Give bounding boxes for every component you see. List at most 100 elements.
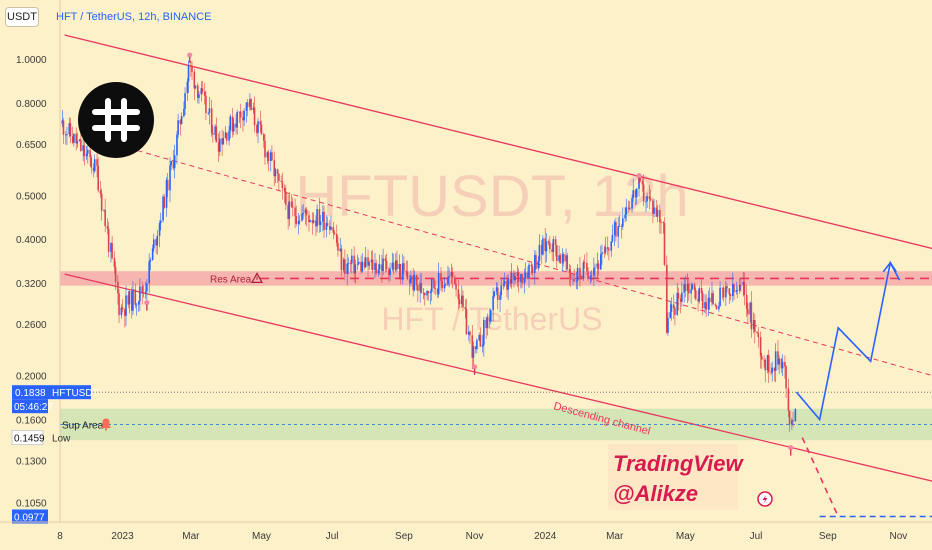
candle — [770, 372, 772, 373]
candle — [414, 275, 416, 290]
candle — [191, 67, 193, 72]
candle — [671, 304, 673, 311]
candle — [619, 226, 621, 227]
candle — [277, 169, 279, 174]
candle — [250, 99, 252, 110]
candle — [768, 355, 770, 372]
candle — [233, 124, 235, 132]
candle — [211, 108, 213, 133]
brand-line-1: TradingView — [613, 451, 744, 476]
candle — [586, 263, 588, 271]
candle — [118, 293, 120, 315]
candle — [632, 190, 634, 198]
candle — [361, 262, 363, 272]
candle — [125, 295, 127, 315]
candle — [372, 260, 374, 270]
candle — [188, 66, 190, 82]
time-scale[interactable]: 8 2023 Mar May Jul Sep Nov 2024 Mar May Jul Sep Nov — [57, 531, 907, 542]
candle — [570, 273, 572, 279]
candle — [756, 332, 758, 333]
candle — [500, 286, 502, 295]
candle — [646, 196, 648, 201]
candle — [357, 264, 359, 265]
candle — [674, 308, 676, 315]
candle — [663, 222, 665, 223]
candle — [605, 247, 607, 253]
candle — [657, 210, 659, 217]
watermark-sub: HFT / TetherUS — [381, 301, 602, 337]
candle — [469, 332, 471, 336]
candle — [555, 239, 557, 245]
price-tick-label: 0.1300 — [16, 456, 47, 467]
candle — [375, 263, 377, 273]
candle — [111, 243, 113, 258]
candle — [681, 293, 683, 302]
candle — [122, 308, 124, 310]
candle — [139, 286, 141, 301]
low-label: Low — [52, 434, 71, 445]
candle — [247, 102, 249, 107]
candle — [115, 267, 117, 282]
candle — [70, 123, 72, 136]
candle — [607, 247, 609, 249]
candle — [712, 293, 714, 304]
candle — [531, 265, 533, 267]
sup-area-label: Sup Area — [62, 420, 104, 431]
candle — [134, 289, 136, 304]
candle — [784, 362, 786, 367]
candle — [757, 333, 759, 337]
price-tick-label: 0.1600 — [16, 415, 47, 426]
candle — [150, 260, 152, 261]
candle — [405, 271, 407, 272]
candle — [577, 268, 579, 281]
candle — [760, 337, 762, 356]
candle — [688, 284, 690, 294]
candle — [385, 258, 387, 260]
candle — [669, 312, 671, 318]
candle — [591, 275, 593, 276]
candle — [431, 279, 433, 292]
candle — [202, 88, 204, 91]
currency-button[interactable]: USDT — [5, 7, 39, 27]
candle — [334, 233, 336, 234]
candle — [556, 245, 558, 261]
brand-line-2: @Alikze — [613, 481, 698, 506]
price-tick-label: 0.2000 — [16, 372, 47, 383]
candle — [716, 306, 718, 310]
candle — [628, 208, 630, 209]
low-badge: 0.1459 Low — [12, 431, 71, 445]
lightning-icon[interactable] — [758, 492, 772, 506]
candle — [737, 290, 739, 291]
candle — [548, 241, 550, 243]
candle — [138, 302, 140, 305]
bearish-projection-path[interactable] — [802, 438, 838, 517]
candle — [417, 285, 419, 291]
candle — [145, 291, 147, 292]
candle — [184, 93, 186, 109]
candle — [261, 125, 263, 134]
candle — [160, 220, 162, 223]
candle — [525, 273, 527, 279]
bullish-projection-path[interactable] — [797, 263, 900, 420]
candle — [537, 261, 539, 269]
candle — [174, 155, 176, 168]
time-tick-label: Jul — [750, 531, 763, 542]
candle — [181, 116, 183, 124]
candle — [624, 215, 626, 219]
candle — [744, 282, 746, 295]
candle — [789, 411, 791, 425]
candle — [566, 255, 568, 269]
candle — [433, 279, 435, 288]
candle — [730, 294, 732, 296]
candle — [275, 169, 277, 176]
candle — [368, 262, 370, 265]
candle — [649, 196, 651, 199]
candles-group[interactable] — [62, 60, 797, 432]
candle — [330, 227, 332, 230]
candle — [187, 82, 189, 93]
candle — [785, 367, 787, 389]
candle — [608, 249, 610, 250]
candle — [788, 388, 790, 410]
candle — [278, 174, 280, 181]
candle — [348, 263, 350, 264]
